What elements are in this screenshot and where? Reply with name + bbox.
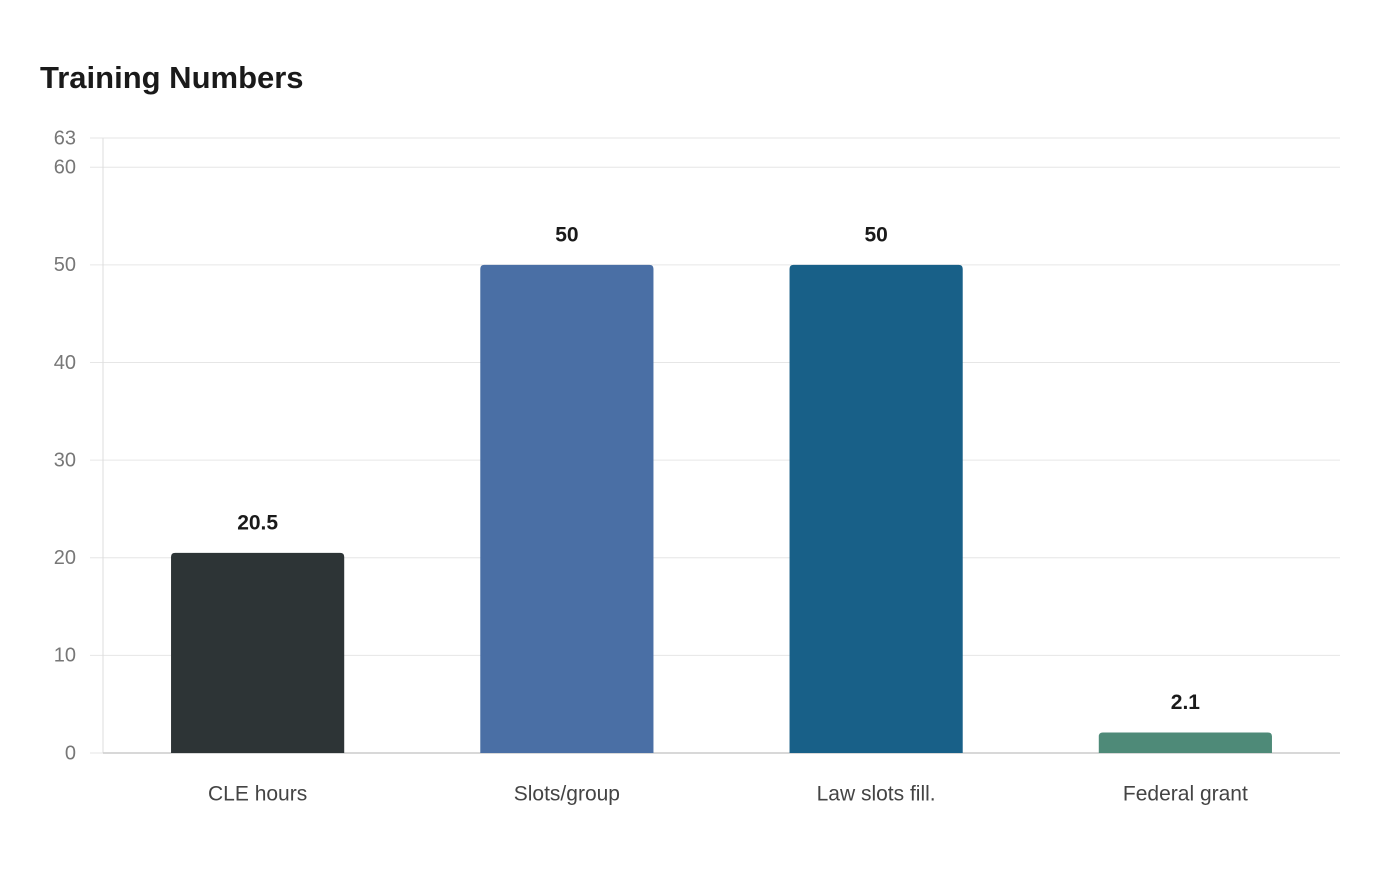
y-tick-label: 40 xyxy=(54,352,76,374)
bar xyxy=(789,264,963,753)
value-label: 50 xyxy=(555,223,578,246)
y-tick-label: 30 xyxy=(54,449,76,471)
x-tick-label: Law slots fill. xyxy=(817,783,936,806)
x-tick-label: Federal grant xyxy=(1123,783,1248,806)
y-tick-label: 20 xyxy=(54,547,76,569)
bar xyxy=(171,552,345,753)
y-tick-label: 10 xyxy=(54,645,76,667)
x-tick-label: Slots/group xyxy=(514,783,620,806)
y-tick-label: 63 xyxy=(54,127,76,149)
bar xyxy=(1098,732,1272,753)
y-tick-label: 0 xyxy=(65,742,76,764)
value-label: 20.5 xyxy=(237,511,278,534)
bar xyxy=(480,264,654,753)
y-tick-label: 60 xyxy=(54,157,76,179)
value-label: 2.1 xyxy=(1171,691,1201,714)
chart-title: Training Numbers xyxy=(40,60,304,95)
x-tick-label: CLE hours xyxy=(208,783,307,806)
y-tick-label: 50 xyxy=(54,254,76,276)
value-label: 50 xyxy=(864,223,887,246)
